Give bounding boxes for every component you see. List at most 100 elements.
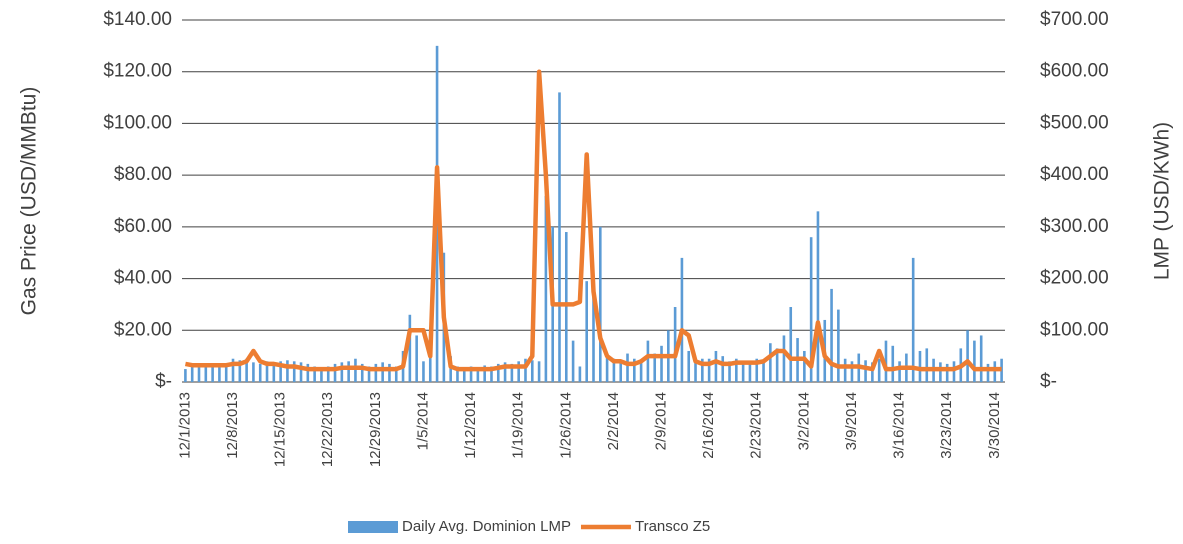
y2-tick-label: $600.00 — [1040, 61, 1109, 82]
y-tick-label: $- — [155, 371, 172, 392]
y-tick-label: $120.00 — [103, 61, 172, 82]
x-tick-label: 3/2/2014 — [795, 392, 812, 450]
bar — [843, 358, 847, 382]
bar — [639, 361, 643, 382]
bar — [653, 353, 657, 382]
bar — [299, 362, 303, 382]
bar — [816, 211, 820, 382]
bar — [394, 366, 398, 382]
x-tick-label: 12/29/2013 — [367, 392, 384, 467]
bar — [333, 363, 337, 382]
bar — [252, 362, 255, 382]
bar — [735, 358, 738, 382]
y2-tick-label: $500.00 — [1040, 112, 1109, 133]
bar — [238, 360, 242, 382]
y2-tick-label: $- — [1040, 371, 1057, 392]
bar — [292, 361, 296, 382]
bar — [313, 366, 316, 382]
y-tick-label: $140.00 — [103, 9, 172, 30]
line — [184, 69, 1002, 372]
bar — [544, 195, 548, 382]
bar — [231, 358, 235, 382]
y2-tick-label: $700.00 — [1040, 9, 1109, 30]
bar — [762, 361, 765, 382]
bar — [326, 366, 330, 382]
bar — [211, 366, 214, 382]
bar — [483, 365, 486, 382]
bar — [347, 361, 350, 382]
bar — [612, 358, 616, 382]
bar — [775, 348, 779, 382]
bar — [388, 363, 391, 382]
bar — [524, 358, 527, 382]
y-axis-title: Gas Price (USD/MMBtu) — [18, 87, 41, 316]
x-tick-label: 12/22/2013 — [319, 392, 336, 467]
y2-tick-label: $400.00 — [1040, 164, 1109, 185]
bar — [721, 356, 725, 382]
bar — [272, 362, 276, 382]
bar — [197, 367, 201, 382]
x-tick-label: 1/26/2014 — [557, 392, 574, 459]
x-tick-label: 3/16/2014 — [891, 392, 908, 459]
bar — [945, 363, 949, 382]
bar — [354, 358, 357, 382]
bar — [599, 226, 602, 382]
legend-label: Daily Avg. Dominion LMP — [402, 518, 571, 535]
bar — [701, 358, 704, 382]
bar — [571, 340, 575, 382]
bar — [728, 361, 731, 382]
legend-swatch — [348, 521, 398, 533]
bar — [769, 343, 772, 382]
x-tick-label: 1/12/2014 — [462, 392, 479, 459]
bar — [184, 369, 187, 382]
bar — [245, 358, 248, 382]
bar — [979, 335, 983, 382]
bar — [850, 361, 854, 382]
bar — [830, 288, 833, 382]
x-tick-label: 3/9/2014 — [843, 392, 860, 450]
bar — [381, 362, 384, 382]
bar — [925, 348, 929, 382]
bar — [476, 367, 480, 382]
bar — [939, 362, 942, 382]
bar — [449, 356, 452, 382]
bar — [619, 361, 623, 382]
bar — [605, 356, 609, 382]
bar — [986, 363, 990, 382]
bar — [782, 335, 786, 382]
x-tick-label: 3/30/2014 — [986, 392, 1003, 459]
bar — [993, 361, 997, 382]
bar — [660, 345, 663, 382]
bar — [306, 363, 310, 382]
bar — [496, 363, 500, 382]
y-tick-label: $80.00 — [114, 164, 172, 185]
bar — [360, 363, 364, 382]
bar — [884, 340, 888, 382]
bar — [789, 307, 793, 382]
bar — [456, 366, 459, 382]
x-tick-label: 2/2/2014 — [605, 392, 622, 450]
x-tick-label: 12/15/2013 — [272, 392, 289, 467]
bar — [592, 278, 595, 382]
x-tick-label: 3/23/2014 — [938, 392, 955, 459]
bar — [673, 307, 677, 382]
bar — [877, 358, 881, 382]
x-tick-label: 2/9/2014 — [652, 392, 669, 450]
x-tick-label: 1/19/2014 — [510, 392, 527, 459]
y2-axis-title: LMP (USD/KWh) — [1151, 122, 1174, 280]
bar — [973, 340, 976, 382]
y-tick-label: $60.00 — [114, 216, 172, 237]
x-tick-label: 2/23/2014 — [748, 392, 765, 459]
bar — [680, 257, 684, 382]
bar — [626, 353, 629, 382]
bar — [462, 369, 466, 382]
bar — [279, 361, 282, 382]
bar — [408, 314, 412, 382]
legend-label: Transco Z5 — [635, 518, 710, 535]
bar — [578, 366, 582, 382]
bar — [537, 361, 541, 382]
bar — [469, 366, 473, 382]
y-tick-label: $20.00 — [114, 319, 172, 340]
bar — [918, 350, 922, 382]
